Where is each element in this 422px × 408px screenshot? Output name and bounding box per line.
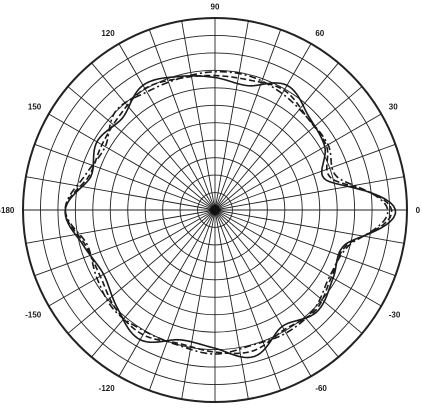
- angle-tick-label: 150: [28, 103, 42, 112]
- angular-gridline: [214, 113, 382, 211]
- angular-gridline: [214, 86, 363, 211]
- angular-gridline: [48, 209, 216, 307]
- angular-gridline: [25, 209, 216, 244]
- angular-gridline: [118, 43, 216, 211]
- angular-gridline: [25, 176, 216, 211]
- angle-tick-label: 120: [101, 29, 115, 38]
- angle-tick-label: -180: [0, 206, 15, 215]
- center-hub: [210, 205, 220, 215]
- angular-gridline: [214, 209, 312, 377]
- angular-gridline: [148, 29, 216, 211]
- angular-gridline: [214, 209, 396, 277]
- angular-gridline: [214, 62, 339, 211]
- angular-gridline: [214, 176, 405, 211]
- angular-gridline: [214, 209, 249, 400]
- angular-gridline: [214, 29, 282, 211]
- angular-gridline: [214, 143, 396, 211]
- angular-gridline: [181, 20, 216, 211]
- angular-gridline: [214, 209, 405, 244]
- angular-gridline: [214, 43, 312, 211]
- series-line-3: [64, 74, 393, 355]
- angular-gridline: [67, 86, 216, 211]
- angular-gridline: [91, 62, 216, 211]
- angular-gridline: [214, 209, 382, 307]
- angular-gridline: [214, 20, 249, 211]
- angular-gridline: [181, 209, 216, 400]
- angular-gridline: [214, 209, 282, 391]
- angular-gridline: [34, 209, 216, 277]
- angular-gridline: [118, 209, 216, 377]
- angular-gridline: [91, 209, 216, 358]
- series-group: [64, 70, 397, 359]
- angle-tick-label: 30: [389, 103, 398, 112]
- angular-gridline: [214, 209, 363, 334]
- angle-tick-label: -120: [99, 384, 116, 393]
- angle-tick-label: -60: [315, 384, 327, 393]
- polar-grid: [22, 17, 408, 403]
- angle-tick-label: 60: [315, 29, 324, 38]
- angular-gridline: [48, 113, 216, 211]
- angular-gridline: [34, 143, 216, 211]
- angular-gridline: [67, 209, 216, 334]
- series-line-2: [64, 70, 389, 355]
- angular-gridline: [214, 209, 339, 358]
- angle-tick-label: 0 D: [416, 206, 422, 215]
- series-line-1: [64, 75, 397, 359]
- angle-tick-label: -30: [389, 310, 401, 319]
- angle-tick-label: -150: [25, 310, 42, 319]
- angle-tick-label: 90: [211, 2, 220, 11]
- angular-gridline: [148, 209, 216, 391]
- center-dot: [210, 205, 220, 215]
